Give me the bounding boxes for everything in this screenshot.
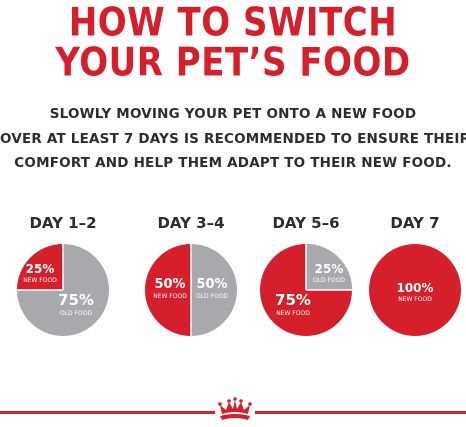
- new-food-caption: NEW FOOD: [153, 293, 187, 300]
- new-food-percent: 50%: [154, 277, 185, 292]
- ratio-pie-day-3-4: 50% NEW FOOD 50% OLD FOOD: [145, 244, 237, 336]
- new-food-caption: NEW FOOD: [276, 310, 310, 317]
- intro-line-2: OVER AT LEAST 7 DAYS IS RECOMMENDED TO E…: [0, 131, 466, 147]
- old-food-percent: 75%: [58, 291, 94, 309]
- day-label-4: DAY 7: [390, 214, 440, 232]
- title-line-2: YOUR PET’S FOOD: [55, 40, 411, 86]
- title-line-1: HOW TO SWITCH: [68, 0, 398, 46]
- old-food-caption: OLD FOOD: [313, 277, 345, 284]
- new-food-percent: 75%: [275, 291, 311, 309]
- pie-new-food-slice: [145, 244, 191, 336]
- day-label-2: DAY 3–4: [157, 214, 225, 232]
- new-food-caption: NEW FOOD: [398, 296, 432, 303]
- new-food-caption: NEW FOOD: [23, 277, 57, 284]
- pie-old-food-slice: [306, 244, 352, 290]
- new-food-percent: 100%: [396, 281, 433, 295]
- pie-new-food-slice: [17, 244, 63, 290]
- old-food-percent: 50%: [196, 277, 227, 292]
- new-food-percent: 25%: [26, 262, 55, 276]
- intro-line-3: COMFORT AND HELP THEM ADAPT TO THEIR NEW…: [14, 155, 452, 171]
- ratio-pie-day-1-2: 25% NEW FOOD 75% OLD FOOD: [17, 244, 109, 336]
- day-label-1: DAY 1–2: [29, 214, 97, 232]
- pie-new-food-slice: [369, 244, 461, 336]
- intro-line-1: SLOWLY MOVING YOUR PET ONTO A NEW FOOD: [49, 106, 417, 122]
- day-label-3: DAY 5–6: [272, 214, 340, 232]
- old-food-caption: OLD FOOD: [60, 310, 92, 317]
- ratio-pie-day-5-6: 25% OLD FOOD 75% NEW FOOD: [260, 244, 352, 336]
- ratio-pie-day-7: 100% NEW FOOD: [369, 244, 461, 336]
- old-food-percent: 25%: [315, 262, 344, 276]
- crown-icon: [215, 396, 255, 422]
- old-food-caption: OLD FOOD: [196, 293, 228, 300]
